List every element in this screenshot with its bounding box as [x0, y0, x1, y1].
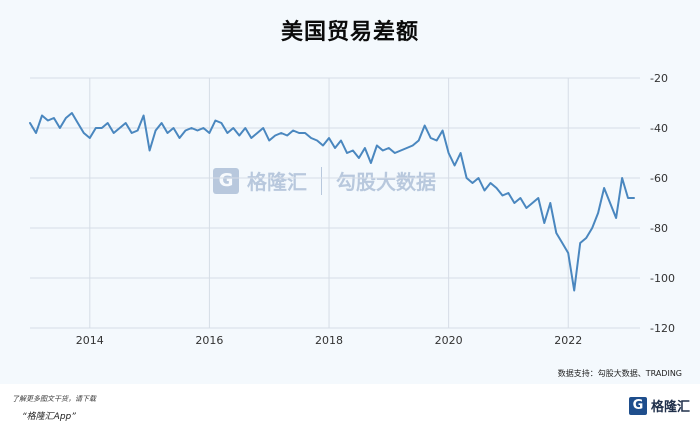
y-tick-label: -60	[650, 172, 668, 185]
logo-icon: G	[628, 396, 647, 415]
x-tick-label: 2016	[195, 334, 223, 347]
y-tick-label: -40	[650, 122, 668, 135]
watermark-brand: 格隆汇	[247, 170, 307, 194]
logo-text: 格隆汇	[650, 400, 690, 415]
y-tick-label: -120	[650, 322, 675, 335]
x-tick-label: 2020	[435, 334, 463, 347]
footer-logo: G 格隆汇	[628, 396, 690, 415]
series-line-0	[29, 112, 635, 292]
watermark-logo-icon: G	[213, 167, 239, 194]
y-tick-label: -100	[650, 272, 675, 285]
watermark: G 格隆汇 勾股大数据	[213, 166, 436, 195]
axis-labels: -20 -40 -60 -80 -100 -120 2014 2016 2018 2020 2022	[76, 72, 675, 347]
chart-panel: 美国贸易差额 G 格隆汇 勾股大数据 -20 -40 -60 -80 -100 -120 2…	[0, 0, 700, 384]
x-tick-label: 2018	[315, 334, 343, 347]
watermark-divider	[321, 166, 322, 195]
y-tick-label: -20	[650, 72, 668, 85]
data-source: 数据支持：勾股大数据、TRADING	[557, 369, 682, 378]
x-tick-label: 2022	[554, 334, 582, 347]
chart-title: 美国贸易差额	[280, 20, 419, 45]
y-tick-label: -80	[650, 222, 668, 235]
footer-app-name: “格隆汇App”	[22, 412, 76, 422]
x-tick-label: 2014	[76, 334, 104, 347]
watermark-brand-2: 勾股大数据	[336, 170, 436, 194]
series-layer	[29, 112, 635, 292]
grid-lines	[30, 77, 640, 329]
line-chart: -20 -40 -60 -80 -100 -120 2014 2016 2018 2020 2022	[29, 72, 675, 347]
footer-note: 了解更多图文干货，请下载	[12, 395, 96, 403]
